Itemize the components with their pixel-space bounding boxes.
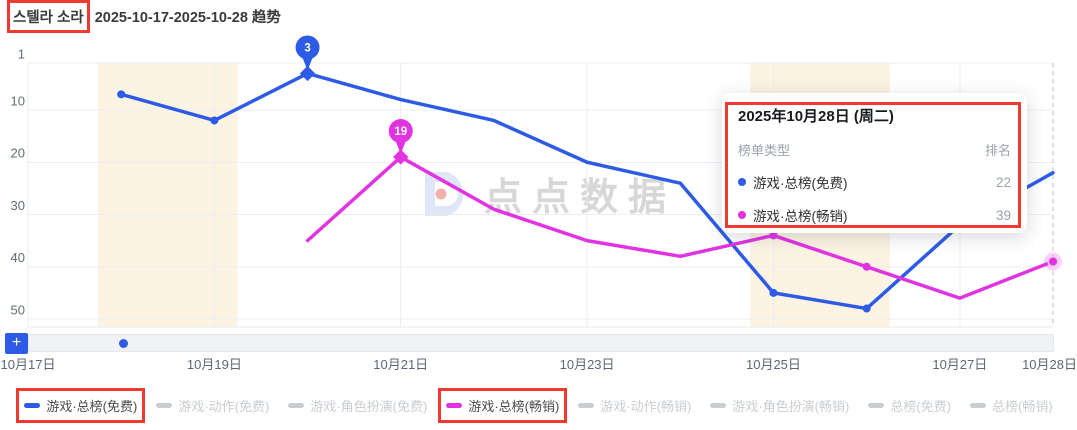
legend-marker-icon	[578, 403, 595, 408]
x-axis-label: 10月19日	[186, 357, 242, 372]
tooltip-col-rank: 排名	[984, 143, 1011, 158]
legend-marker-icon	[710, 403, 727, 408]
series-point-dot	[210, 116, 219, 125]
tooltip-row-grossing: 游戏·总榜(畅销) 39	[738, 205, 1011, 225]
tooltip-col-type: 榜单类型	[738, 143, 791, 158]
legend-item-3[interactable]: 游戏·总榜(畅销)	[438, 388, 568, 423]
navigator-series-dot	[119, 339, 128, 348]
weekend-band	[97, 63, 238, 327]
legend-item-label: 游戏·角色扮演(畅销)	[732, 399, 850, 414]
legend-item-label: 游戏·动作(免费)	[178, 399, 270, 414]
hover-tooltip: 2025年10月28日 (周二) 榜单类型 排名 游戏·总榜(免费) 22 游戏…	[722, 93, 1027, 233]
legend-marker-icon	[970, 403, 986, 408]
series-line-1[interactable]	[305, 155, 1055, 300]
title-date-range: 2025-10-17-2025-10-28 趋势	[94, 10, 281, 26]
series-line-0[interactable]	[119, 71, 1055, 311]
legend-item-5[interactable]: 游戏·角色扮演(畅销)	[710, 396, 849, 415]
legend-item-label: 游戏·角色扮演(免费)	[310, 399, 428, 414]
legend-marker-icon	[288, 403, 305, 408]
legend-item-label: 总榜(免费)	[890, 399, 951, 414]
x-axis: 10月17日 10月19日 10月21日 10月23日 10月25日 10月27日 10月2…	[0, 354, 1077, 372]
tooltip-series-name: 游戏·总榜(免费)	[753, 176, 848, 191]
best-rank-balloon	[388, 119, 413, 144]
chart-range-navigator[interactable]	[28, 334, 1054, 352]
x-axis-label: 10月17日	[0, 357, 56, 372]
hovered-point[interactable]	[1047, 255, 1059, 268]
tooltip-series-rank: 39	[995, 207, 1011, 223]
y-axis-tick-label: 30	[11, 198, 25, 213]
zoom-add-button[interactable]: +	[5, 333, 28, 354]
x-axis-label: 10月28日	[1022, 357, 1077, 372]
y-axis-tick-label: 40	[11, 250, 25, 265]
y-axis-tick-label: 1	[18, 46, 25, 61]
best-rank-balloon	[295, 35, 320, 60]
legend-item-1[interactable]: 游戏·动作(免费)	[156, 396, 269, 415]
legend-item-label: 游戏·总榜(畅销)	[468, 399, 560, 414]
legend-item-label: 总榜(畅销)	[992, 399, 1053, 414]
series-dot-blue-icon	[738, 178, 746, 186]
x-axis-label: 10月27日	[932, 357, 988, 372]
legend-marker-icon	[446, 403, 463, 408]
watermark: 点点数据	[420, 166, 676, 221]
best-rank-balloon-tail	[302, 56, 314, 71]
legend-item-label: 游戏·动作(畅销)	[600, 399, 692, 414]
legend-item-4[interactable]: 游戏·动作(畅销)	[578, 396, 691, 415]
y-axis-tick-label: 50	[11, 302, 25, 317]
legend-item-2[interactable]: 游戏·角色扮演(免费)	[288, 396, 427, 415]
legend-item-7[interactable]: 总榜(畅销)	[970, 396, 1053, 415]
tooltip-series-name: 游戏·总榜(畅销)	[753, 209, 848, 224]
legend-marker-icon	[156, 403, 173, 408]
y-axis-tick-label: 20	[11, 146, 25, 161]
series-point-dot	[117, 90, 126, 99]
tooltip-date-title: 2025年10月28日 (周二)	[738, 108, 894, 125]
series-point-dot	[862, 304, 871, 313]
best-rank-balloon-label: 3	[304, 42, 310, 54]
tooltip-series-rank: 22	[995, 174, 1011, 190]
app-name-annotated: 스텔라 소라	[7, 0, 90, 33]
series-point-dot	[862, 262, 871, 271]
legend-item-label: 游戏·总榜(免费)	[46, 399, 138, 414]
x-axis-label: 10月23日	[559, 357, 615, 372]
chart-legend: 游戏·总榜(免费) 游戏·动作(免费) 游戏·角色扮演(免费) 游戏·总榜(畅销) 游戏…	[0, 388, 1077, 423]
series-point-dot	[769, 231, 778, 240]
tooltip-row-free: 游戏·总榜(免费) 22	[738, 172, 1011, 192]
best-rank-balloon-label: 19	[394, 126, 407, 138]
page-title: 스텔라 소라 2025-10-17-2025-10-28 趋势	[7, 0, 281, 33]
diandian-logo-icon	[425, 171, 464, 216]
watermark-text: 点点数据	[484, 177, 677, 219]
x-axis-label: 10月21日	[373, 357, 429, 372]
best-rank-balloon-tail	[395, 140, 407, 155]
legend-marker-icon	[24, 403, 41, 408]
x-axis-label: 10月25日	[745, 357, 801, 372]
legend-item-6[interactable]: 总榜(免费)	[868, 396, 951, 415]
legend-item-0[interactable]: 游戏·总榜(免费)	[16, 388, 146, 423]
tooltip-header-row: 榜单类型 排名	[738, 140, 1011, 159]
legend-marker-icon	[868, 403, 885, 408]
y-axis-tick-label: 10	[11, 93, 25, 108]
series-point-dot	[769, 288, 778, 297]
series-dot-magenta-icon	[738, 211, 746, 219]
